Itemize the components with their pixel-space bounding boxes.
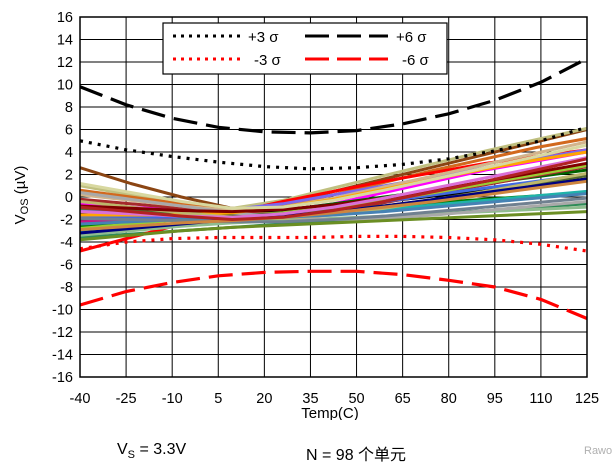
unit-curve <box>79 179 588 232</box>
supply-voltage-caption: VS = 3.3V <box>117 441 186 461</box>
x-tick-label: 50 <box>348 391 364 407</box>
y-tick-label: 10 <box>57 78 73 94</box>
y-tick-label: -4 <box>60 235 73 251</box>
y-tick-label: -12 <box>52 325 73 341</box>
x-tick-labels: -40 -25 -10 5 20 35 50 65 80 95 110 125 <box>70 391 600 407</box>
legend-label-minus6: -6 σ <box>402 52 430 69</box>
x-tick-label: 5 <box>214 391 222 407</box>
vs-value: = 3.3V <box>135 441 187 458</box>
y-tick-label: 0 <box>65 190 73 206</box>
vs-symbol: V <box>117 441 128 458</box>
unit-curve <box>79 210 588 242</box>
legend-label-plus3: +3 σ <box>248 29 279 46</box>
y-tick-label: 12 <box>57 55 73 71</box>
vs-subscript: S <box>127 449 136 462</box>
x-tick-label: -25 <box>116 391 137 407</box>
y-tick-label: 4 <box>65 145 73 161</box>
y-tick-label: 8 <box>65 100 73 116</box>
y-tick-label: -2 <box>60 213 73 229</box>
y-tick-labels: 16 14 12 10 8 6 4 2 0 -2 -4 -6 -8 -10 -12 -14 -16 <box>52 10 73 386</box>
x-tick-label: 65 <box>395 391 411 407</box>
y-tick-label: -6 <box>60 258 73 274</box>
x-tick-label: 95 <box>487 391 503 407</box>
y-tick-label: -16 <box>52 370 73 386</box>
x-tick-label: 80 <box>441 391 457 407</box>
sigma-curve <box>79 269 588 320</box>
y-tick-label: 16 <box>57 10 73 26</box>
x-tick-label: 20 <box>256 391 272 407</box>
x-axis-label: Temp(C) <box>301 405 359 420</box>
plot-frame <box>79 16 588 378</box>
sigma-curve <box>79 57 588 135</box>
unit-curve <box>79 143 588 210</box>
y-tick-label: -14 <box>52 348 73 364</box>
sigma-curve <box>79 125 588 171</box>
legend-label-minus3: -3 σ <box>254 52 282 69</box>
watermark: Rawo <box>584 445 613 457</box>
y-tick-label: 14 <box>57 33 73 49</box>
y-tick-label: -10 <box>52 303 73 319</box>
unit-curve <box>79 157 588 221</box>
unit-curves <box>79 126 588 253</box>
legend-label-plus6: +6 σ <box>396 29 427 46</box>
x-tick-label: 110 <box>529 391 552 407</box>
unit-curve <box>79 196 588 224</box>
unit-count-caption: N = 98 个单元 <box>306 447 407 464</box>
x-tick-label: 125 <box>575 391 599 407</box>
x-tick-label: 35 <box>302 391 318 407</box>
sigma-curves <box>79 57 588 320</box>
x-tick-label: -40 <box>70 391 91 407</box>
y-tick-label: 6 <box>65 123 73 139</box>
x-tick-label: -10 <box>162 391 183 407</box>
y-tick-label: -8 <box>60 280 73 296</box>
sigma-curve <box>79 234 588 253</box>
y-tick-label: 2 <box>65 168 73 184</box>
legend: +3 σ +6 σ -3 σ -6 σ <box>162 22 448 75</box>
y-axis-label: VOS (µV) <box>12 166 31 225</box>
legend-box <box>162 22 448 75</box>
